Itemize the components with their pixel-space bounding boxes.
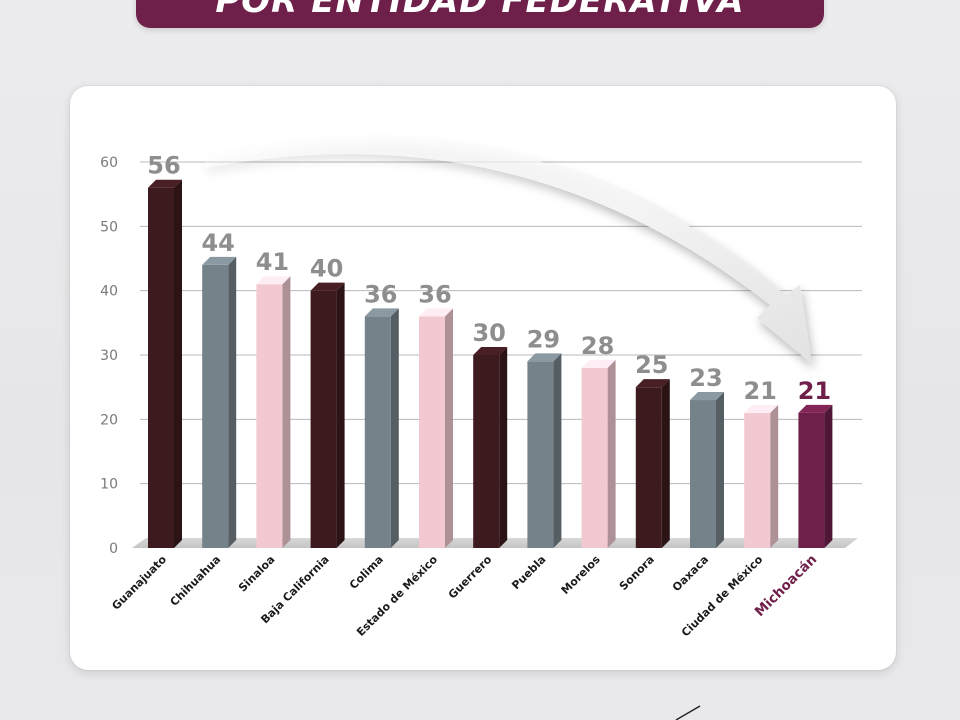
bar	[419, 308, 453, 548]
bar-front	[473, 355, 500, 548]
bar-side	[390, 308, 399, 548]
y-tick-label: 50	[100, 219, 118, 235]
bar	[148, 179, 182, 548]
bar-front	[256, 284, 283, 548]
bar-front	[364, 316, 391, 548]
bar	[744, 404, 779, 548]
bar-side	[824, 404, 833, 548]
bar-top	[256, 276, 291, 285]
bar-top	[744, 404, 779, 413]
data-label: 36	[364, 280, 397, 308]
bar-top	[419, 308, 453, 317]
x-tick-label: Chihuahua	[168, 553, 224, 609]
x-tick-label: Sonora	[617, 553, 657, 593]
bar-side	[770, 404, 779, 548]
data-label: 40	[310, 255, 343, 283]
bar-side	[174, 179, 182, 548]
bar-front	[581, 367, 608, 548]
bar-front	[527, 361, 554, 548]
data-label: 21	[743, 377, 776, 405]
bar-side	[228, 256, 237, 548]
bar-side	[716, 392, 724, 548]
data-label: 28	[581, 332, 614, 360]
bar	[527, 353, 562, 548]
value-labels: 56 44 41 40 36 36 30 29 28 25 23 21 21	[147, 152, 831, 405]
bar-top	[798, 404, 833, 413]
bar-side	[336, 282, 345, 548]
bar-top	[202, 256, 237, 265]
x-tick-label: Oaxaca	[670, 553, 711, 594]
bar	[310, 282, 345, 548]
y-tick-label: 60	[100, 155, 118, 171]
data-label: 36	[418, 280, 451, 308]
bar	[635, 379, 670, 548]
bar	[798, 404, 833, 548]
bar-top	[581, 359, 616, 368]
data-label: 29	[527, 325, 560, 353]
bar-top	[310, 282, 345, 291]
data-label: 23	[689, 364, 722, 392]
data-label: 56	[147, 152, 180, 180]
data-label: 44	[201, 229, 234, 257]
y-tick-label: 40	[100, 284, 118, 300]
bar	[473, 347, 508, 548]
data-label: 41	[256, 248, 289, 276]
data-label: 25	[635, 351, 668, 379]
x-tick-label: Sinaloa	[236, 553, 278, 595]
y-axis-ticks: 0 10 20 30 40 50 60	[100, 155, 118, 557]
header-banner: POR ENTIDAD FEDERATIVA	[136, 0, 824, 28]
bar	[581, 359, 616, 548]
bar-front	[419, 316, 445, 548]
bar	[256, 276, 291, 548]
bar-side	[553, 353, 562, 548]
bar-front	[635, 387, 662, 548]
x-tick-label: Morelos	[559, 553, 603, 597]
bar-top	[635, 379, 670, 388]
y-tick-label: 30	[100, 348, 118, 364]
bar-side	[661, 379, 670, 548]
bar	[364, 308, 399, 548]
bar-top	[527, 353, 562, 362]
bar-top	[148, 179, 182, 188]
bar-side	[499, 347, 508, 548]
x-tick-label: Puebla	[509, 553, 548, 592]
x-tick-label: Colima	[347, 553, 386, 592]
data-label: 21	[798, 377, 831, 405]
page-title: POR ENTIDAD FEDERATIVA	[215, 0, 745, 21]
bar-front	[148, 187, 174, 548]
bar-side	[607, 359, 616, 548]
bar	[690, 392, 724, 548]
bar-top	[690, 392, 724, 401]
bar	[202, 256, 237, 548]
bar-side	[445, 308, 453, 548]
y-tick-label: 20	[100, 412, 118, 428]
data-label: 30	[472, 319, 505, 347]
bar-front	[310, 290, 337, 548]
bar-top	[364, 308, 399, 317]
bar-front	[690, 400, 716, 548]
bar-front	[744, 412, 771, 548]
y-tick-label: 0	[109, 541, 118, 557]
y-tick-label: 10	[100, 477, 118, 493]
x-tick-label: Guanajuato	[109, 553, 169, 613]
x-tick-label: Guerrero	[446, 553, 495, 602]
bar-top	[473, 347, 508, 355]
bars	[148, 179, 833, 548]
trend-arrow	[205, 138, 812, 364]
bar-front	[202, 264, 229, 548]
bar-front	[798, 412, 825, 548]
bar-side	[282, 276, 291, 548]
